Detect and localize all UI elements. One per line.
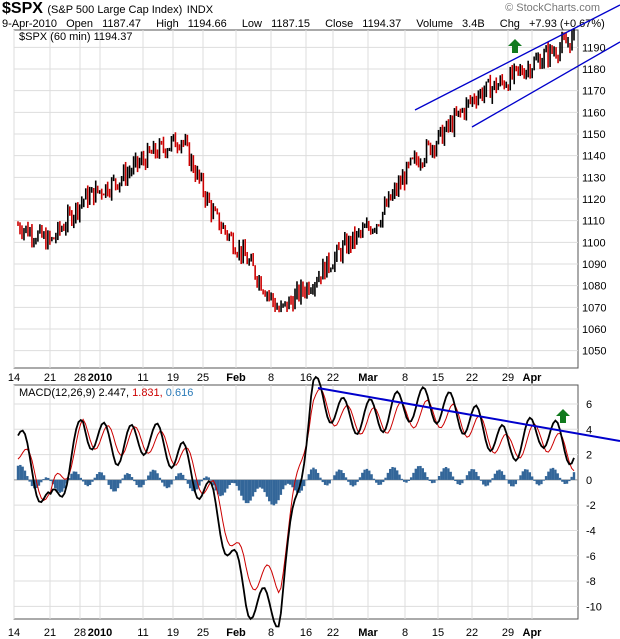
x-tick-label: Mar xyxy=(358,372,378,384)
channel-lower-trendline xyxy=(471,41,620,128)
x-tick-label: 22 xyxy=(466,627,478,639)
price-y-tick: 1110 xyxy=(582,216,605,228)
price-y-tick: 1090 xyxy=(582,259,606,271)
x-axis-bottom: 14 21 28 2010 11 19 25 Feb 8 16 22 Mar 8 15 22 29 Apr xyxy=(8,627,542,639)
close-value: 1194.37 xyxy=(362,18,402,30)
x-tick-label: 8 xyxy=(268,372,274,384)
x-tick-label: 2010 xyxy=(88,627,112,639)
macd-y-tick: -2 xyxy=(586,500,596,512)
price-y-tick: 1130 xyxy=(582,172,606,184)
price-y-tick: 1080 xyxy=(582,281,606,293)
x-tick-label: Apr xyxy=(523,372,543,384)
x-tick-label: 16 xyxy=(300,627,312,639)
x-tick-label: 16 xyxy=(300,372,312,384)
volume-value: 3.4B xyxy=(462,18,485,30)
x-tick-label: Apr xyxy=(523,627,543,639)
macd-y-tick: -6 xyxy=(586,551,596,563)
macd-y-tick: -4 xyxy=(586,525,596,537)
up-arrow-icon xyxy=(508,39,522,53)
x-tick-label: 22 xyxy=(327,372,339,384)
x-axis-top: 14 21 28 2010 11 19 25 Feb 8 16 22 Mar 8 15 22 29 Apr xyxy=(8,372,542,384)
x-tick-label: Feb xyxy=(226,627,246,639)
x-tick-label: 15 xyxy=(432,627,444,639)
price-legend: $SPX (60 min) 1194.37 xyxy=(19,31,133,43)
x-tick-label: 11 xyxy=(137,372,148,384)
x-tick-label: 19 xyxy=(167,627,179,639)
x-tick-label: 15 xyxy=(432,372,444,384)
x-tick-label: 22 xyxy=(466,372,478,384)
price-y-tick: 1120 xyxy=(582,194,606,206)
macd-y-tick: 4 xyxy=(586,424,592,436)
x-tick-label: 14 xyxy=(8,372,20,384)
brand-watermark: © StockCharts.com xyxy=(505,2,600,14)
low-value: 1187.15 xyxy=(271,18,311,30)
chart-title: $SPX (S&P 500 Large Cap Index) INDX xyxy=(2,0,213,18)
price-y-tick: 1190 xyxy=(582,42,606,54)
quote-date: 9-Apr-2010 xyxy=(2,18,58,30)
channel-upper-trendline xyxy=(414,4,620,111)
x-tick-label: 29 xyxy=(502,372,514,384)
x-tick-label: Feb xyxy=(226,372,246,384)
x-tick-label: 21 xyxy=(44,627,56,639)
x-tick-label: 29 xyxy=(502,627,514,639)
price-y-tick: 1070 xyxy=(582,302,606,314)
macd-declining-trendline xyxy=(317,387,620,442)
exchange: INDX xyxy=(186,4,214,16)
x-tick-label: 14 xyxy=(8,627,20,639)
x-tick-label: 11 xyxy=(137,627,148,639)
price-y-tick: 1170 xyxy=(582,86,606,98)
symbol-name: (S&P 500 Large Cap Index) xyxy=(47,4,183,16)
macd-y-tick: -10 xyxy=(586,601,602,613)
price-y-tick: 1100 xyxy=(582,237,606,249)
macd-line xyxy=(17,375,575,628)
macd-legend: MACD(12,26,9) 2.447, 1.831, 0.616 xyxy=(19,387,193,399)
macd-panel: -10 -8 -6 -4 -2 0 2 4 6 MACD(12,26,9) 2.447, 1.8… xyxy=(13,375,620,628)
x-tick-label: 25 xyxy=(197,372,209,384)
macd-y-tick: -8 xyxy=(586,576,596,588)
macd-y-tick: 0 xyxy=(586,475,592,487)
x-tick-label: 2010 xyxy=(88,372,112,384)
high-value: 1194.66 xyxy=(187,18,227,30)
symbol: $SPX xyxy=(2,0,43,17)
x-tick-label: 8 xyxy=(268,627,274,639)
x-tick-label: 28 xyxy=(74,372,86,384)
x-tick-label: 21 xyxy=(44,372,56,384)
x-tick-label: 8 xyxy=(402,372,408,384)
x-tick-label: Mar xyxy=(358,627,378,639)
x-tick-label: 22 xyxy=(327,627,339,639)
price-y-tick: 1050 xyxy=(582,346,606,358)
price-panel: 1050 1060 1070 1080 1090 1100 1110 1120 1130 1140… xyxy=(13,4,620,369)
x-tick-label: 25 xyxy=(197,627,209,639)
price-y-tick: 1140 xyxy=(582,151,606,163)
quote-line: 9-Apr-2010 Open 1187.47 High 1194.66 Low… xyxy=(2,18,605,30)
change-value: +7.93 (+0.67%) xyxy=(529,18,605,30)
price-y-tick: 1160 xyxy=(582,107,606,119)
macd-y-tick: 6 xyxy=(586,399,592,411)
price-y-tick: 1060 xyxy=(582,324,606,336)
macd-up-arrow-icon xyxy=(556,409,570,423)
x-tick-label: 19 xyxy=(167,372,179,384)
price-y-tick: 1150 xyxy=(582,129,606,141)
price-y-tick: 1180 xyxy=(582,64,606,76)
x-tick-label: 28 xyxy=(74,627,86,639)
x-tick-label: 8 xyxy=(402,627,408,639)
open-value: 1187.47 xyxy=(102,18,142,30)
macd-y-tick: 2 xyxy=(586,450,592,462)
